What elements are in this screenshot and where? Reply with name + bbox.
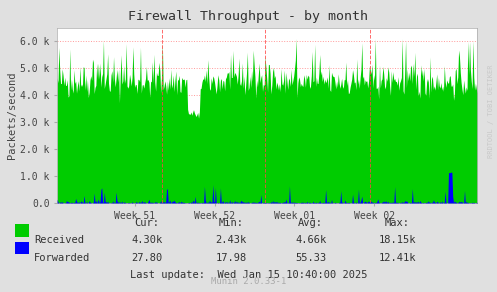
Text: 4.30k: 4.30k [131, 235, 162, 245]
Y-axis label: Packets/second: Packets/second [7, 72, 17, 159]
Text: 2.43k: 2.43k [216, 235, 247, 245]
Text: 17.98: 17.98 [216, 253, 247, 263]
Text: Forwarded: Forwarded [34, 253, 90, 263]
Text: Avg:: Avg: [298, 218, 323, 227]
Text: Firewall Throughput - by month: Firewall Throughput - by month [129, 10, 368, 23]
Text: RRDTOOL / TOBI OETIKER: RRDTOOL / TOBI OETIKER [488, 64, 494, 158]
Text: 18.15k: 18.15k [379, 235, 416, 245]
Text: Received: Received [34, 235, 84, 245]
Text: 55.33: 55.33 [295, 253, 326, 263]
Text: Cur:: Cur: [134, 218, 159, 227]
Text: 4.66k: 4.66k [295, 235, 326, 245]
Text: Max:: Max: [385, 218, 410, 227]
Text: Min:: Min: [219, 218, 244, 227]
Text: 12.41k: 12.41k [379, 253, 416, 263]
Text: Last update:  Wed Jan 15 10:40:00 2025: Last update: Wed Jan 15 10:40:00 2025 [130, 270, 367, 280]
Text: Munin 2.0.33-1: Munin 2.0.33-1 [211, 277, 286, 286]
Text: 27.80: 27.80 [131, 253, 162, 263]
